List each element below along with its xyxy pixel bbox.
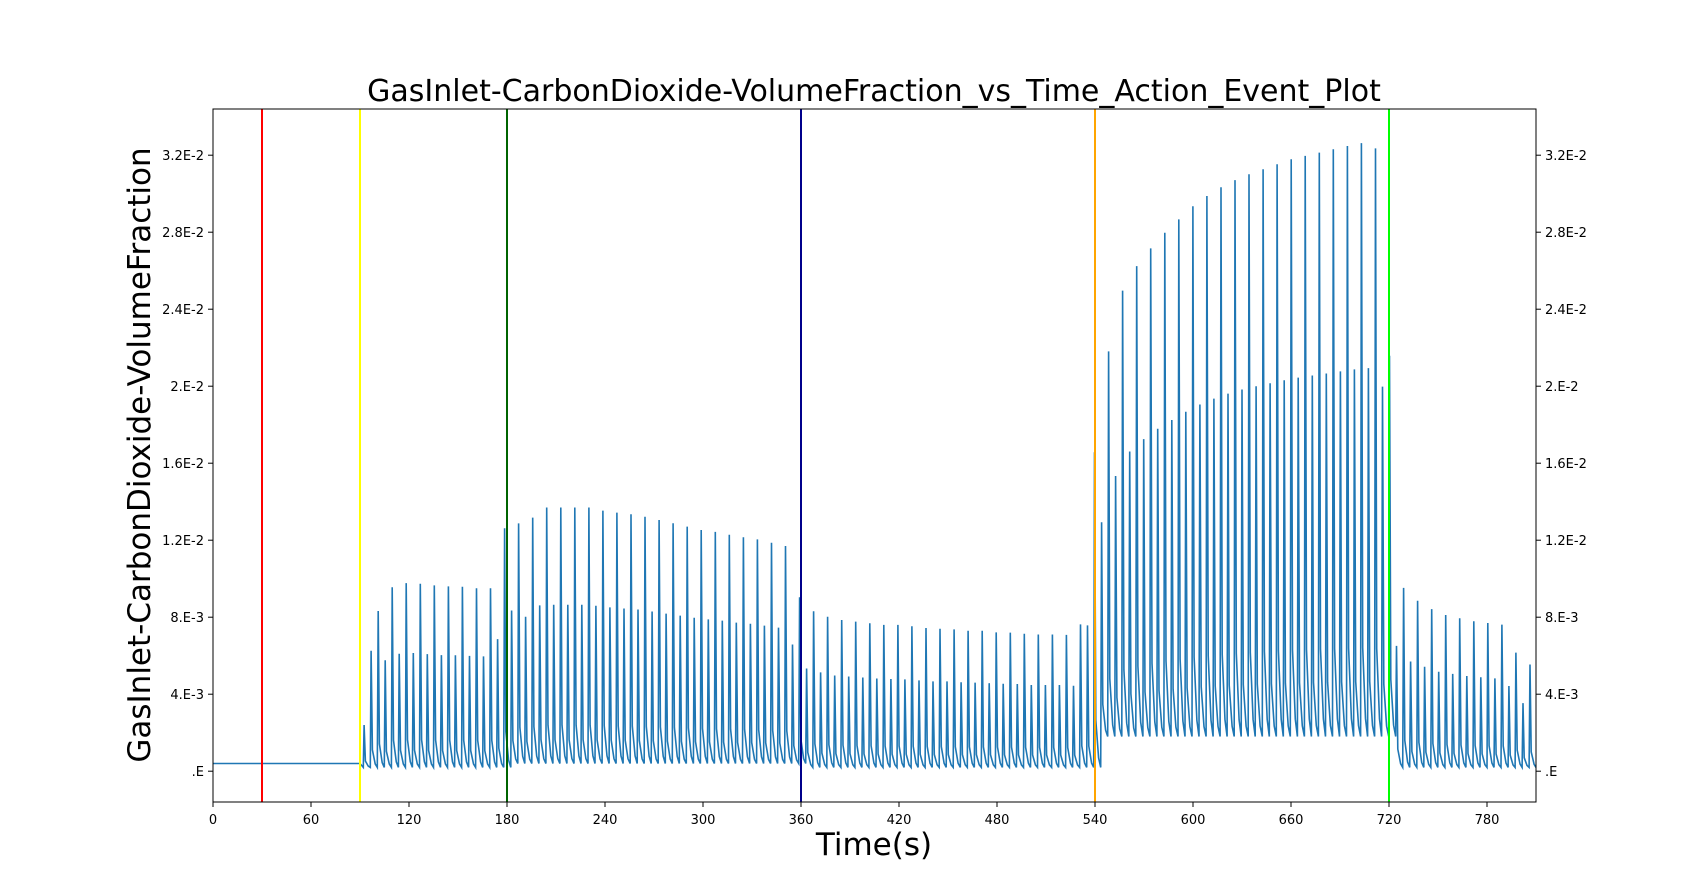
x-tick-label: 720 [1377, 813, 1402, 828]
y-tick-label-left: 4.E-3 [170, 688, 204, 703]
chart-title: GasInlet-CarbonDioxide-VolumeFraction_vs… [367, 74, 1381, 109]
x-axis-label: Time(s) [815, 827, 932, 863]
y-axis-left: .E 4.E-3 8.E-3 1.2E-2 1.6E-2 2.E-2 2.4E-2 2.8E-… [162, 149, 213, 780]
y-tick-label-left: 8.E-3 [170, 611, 204, 626]
y-tick-label-right: 2.8E-2 [1545, 226, 1587, 241]
y-tick-label-left: 1.2E-2 [162, 534, 204, 549]
x-tick-label: 180 [495, 813, 520, 828]
y-axis-right: .E 4.E-3 8.E-3 1.2E-2 1.6E-2 2.E-2 2.4E-2 2.8E-… [1536, 149, 1587, 780]
x-tick-label: 480 [985, 813, 1010, 828]
y-tick-label-left: 1.6E-2 [162, 457, 204, 472]
event-layer [261, 109, 1390, 802]
y-tick-label-right: 1.6E-2 [1545, 457, 1587, 472]
y-tick-label-left: 2.8E-2 [162, 226, 204, 241]
x-tick-label: 360 [789, 813, 814, 828]
signal-layer [213, 143, 1537, 771]
plot-area [212, 108, 1537, 803]
y-tick-label-left: 2.4E-2 [162, 303, 204, 318]
x-tick-label: 600 [1181, 813, 1206, 828]
y-tick-label-right: 8.E-3 [1545, 611, 1579, 626]
y-tick-label-left: .E [192, 765, 204, 780]
y-tick-label-left: 2.E-2 [170, 380, 204, 395]
x-tick-label: 420 [887, 813, 912, 828]
x-tick-label: 120 [397, 813, 422, 828]
y-axis-label: GasInlet-CarbonDioxide-VolumeFraction [122, 147, 158, 762]
x-tick-label: 0 [209, 813, 217, 828]
series-line [213, 143, 1537, 771]
y-tick-label-right: 2.E-2 [1545, 380, 1579, 395]
plot-frame [212, 108, 1537, 803]
x-tick-label: 300 [691, 813, 716, 828]
y-tick-label-right: 3.2E-2 [1545, 149, 1587, 164]
y-tick-label-right: 1.2E-2 [1545, 534, 1587, 549]
x-axis: 0 60 120 180 240 300 360 420 480 540 600 660 720 780 [209, 802, 1500, 828]
x-tick-label: 60 [303, 813, 320, 828]
y-tick-label-left: 3.2E-2 [162, 149, 204, 164]
x-tick-label: 240 [593, 813, 618, 828]
x-tick-label: 540 [1083, 813, 1108, 828]
y-tick-label-right: 4.E-3 [1545, 688, 1579, 703]
x-tick-label: 660 [1279, 813, 1304, 828]
y-tick-label-right: 2.4E-2 [1545, 303, 1587, 318]
y-tick-label-right: .E [1545, 765, 1557, 780]
x-tick-label: 780 [1475, 813, 1500, 828]
